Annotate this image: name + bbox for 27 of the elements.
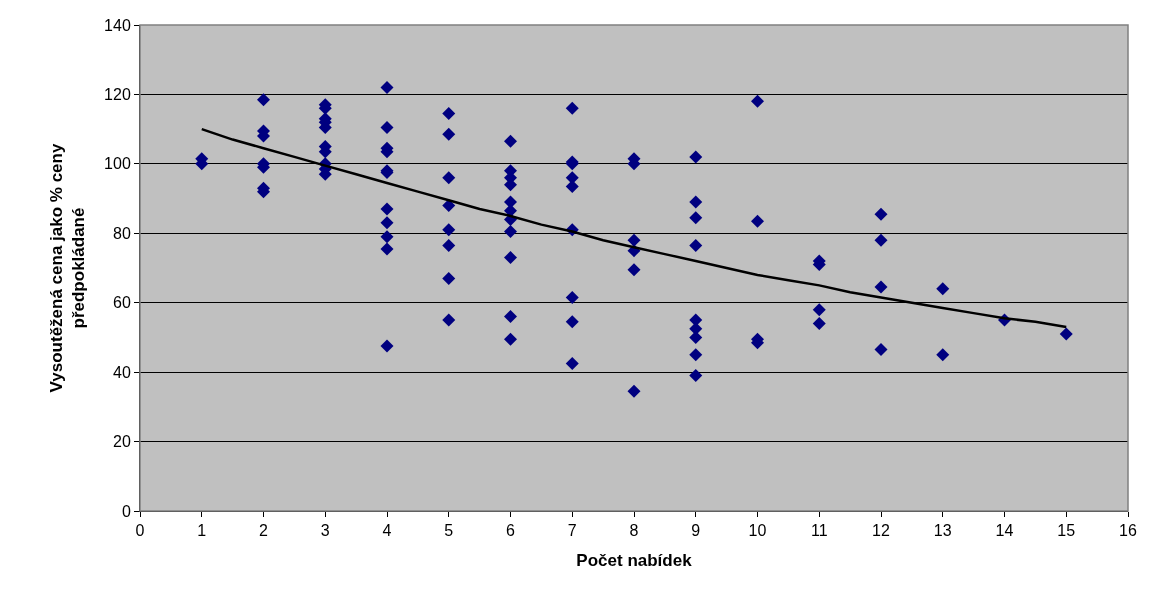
y-tick-label: 60 bbox=[113, 294, 131, 312]
y-tick-label: 0 bbox=[121, 502, 131, 520]
x-tick-label: 16 bbox=[1119, 522, 1137, 540]
x-tick-label: 8 bbox=[629, 522, 639, 540]
x-tick-label: 13 bbox=[933, 522, 952, 540]
x-tick-label: 7 bbox=[567, 522, 577, 540]
y-tick-label: 120 bbox=[104, 86, 131, 104]
x-axis-title: Počet nabídek bbox=[576, 550, 693, 570]
x-tick-label: 4 bbox=[382, 522, 392, 540]
x-tick-label: 1 bbox=[197, 522, 207, 540]
x-tick-label: 9 bbox=[691, 522, 701, 540]
x-tick-label: 5 bbox=[444, 522, 454, 540]
y-tick-label: 80 bbox=[113, 224, 131, 242]
x-tick-label: 14 bbox=[995, 522, 1014, 540]
x-tick-label: 10 bbox=[748, 522, 767, 540]
x-tick-label: 3 bbox=[320, 522, 330, 540]
y-tick-label: 40 bbox=[113, 363, 131, 381]
x-tick-label: 0 bbox=[135, 522, 145, 540]
x-tick-label: 2 bbox=[259, 522, 269, 540]
x-tick-label: 15 bbox=[1057, 522, 1076, 540]
x-tick-label: 11 bbox=[810, 522, 828, 540]
y-tick-label: 100 bbox=[104, 155, 131, 173]
x-tick-label: 6 bbox=[506, 522, 516, 540]
y-axis-title: Vysoutěžená cena jako % ceny předpokládané bbox=[46, 143, 88, 393]
y-tick-label: 140 bbox=[104, 16, 131, 34]
x-tick-label: 12 bbox=[872, 522, 890, 540]
y-tick-label: 20 bbox=[113, 433, 131, 451]
